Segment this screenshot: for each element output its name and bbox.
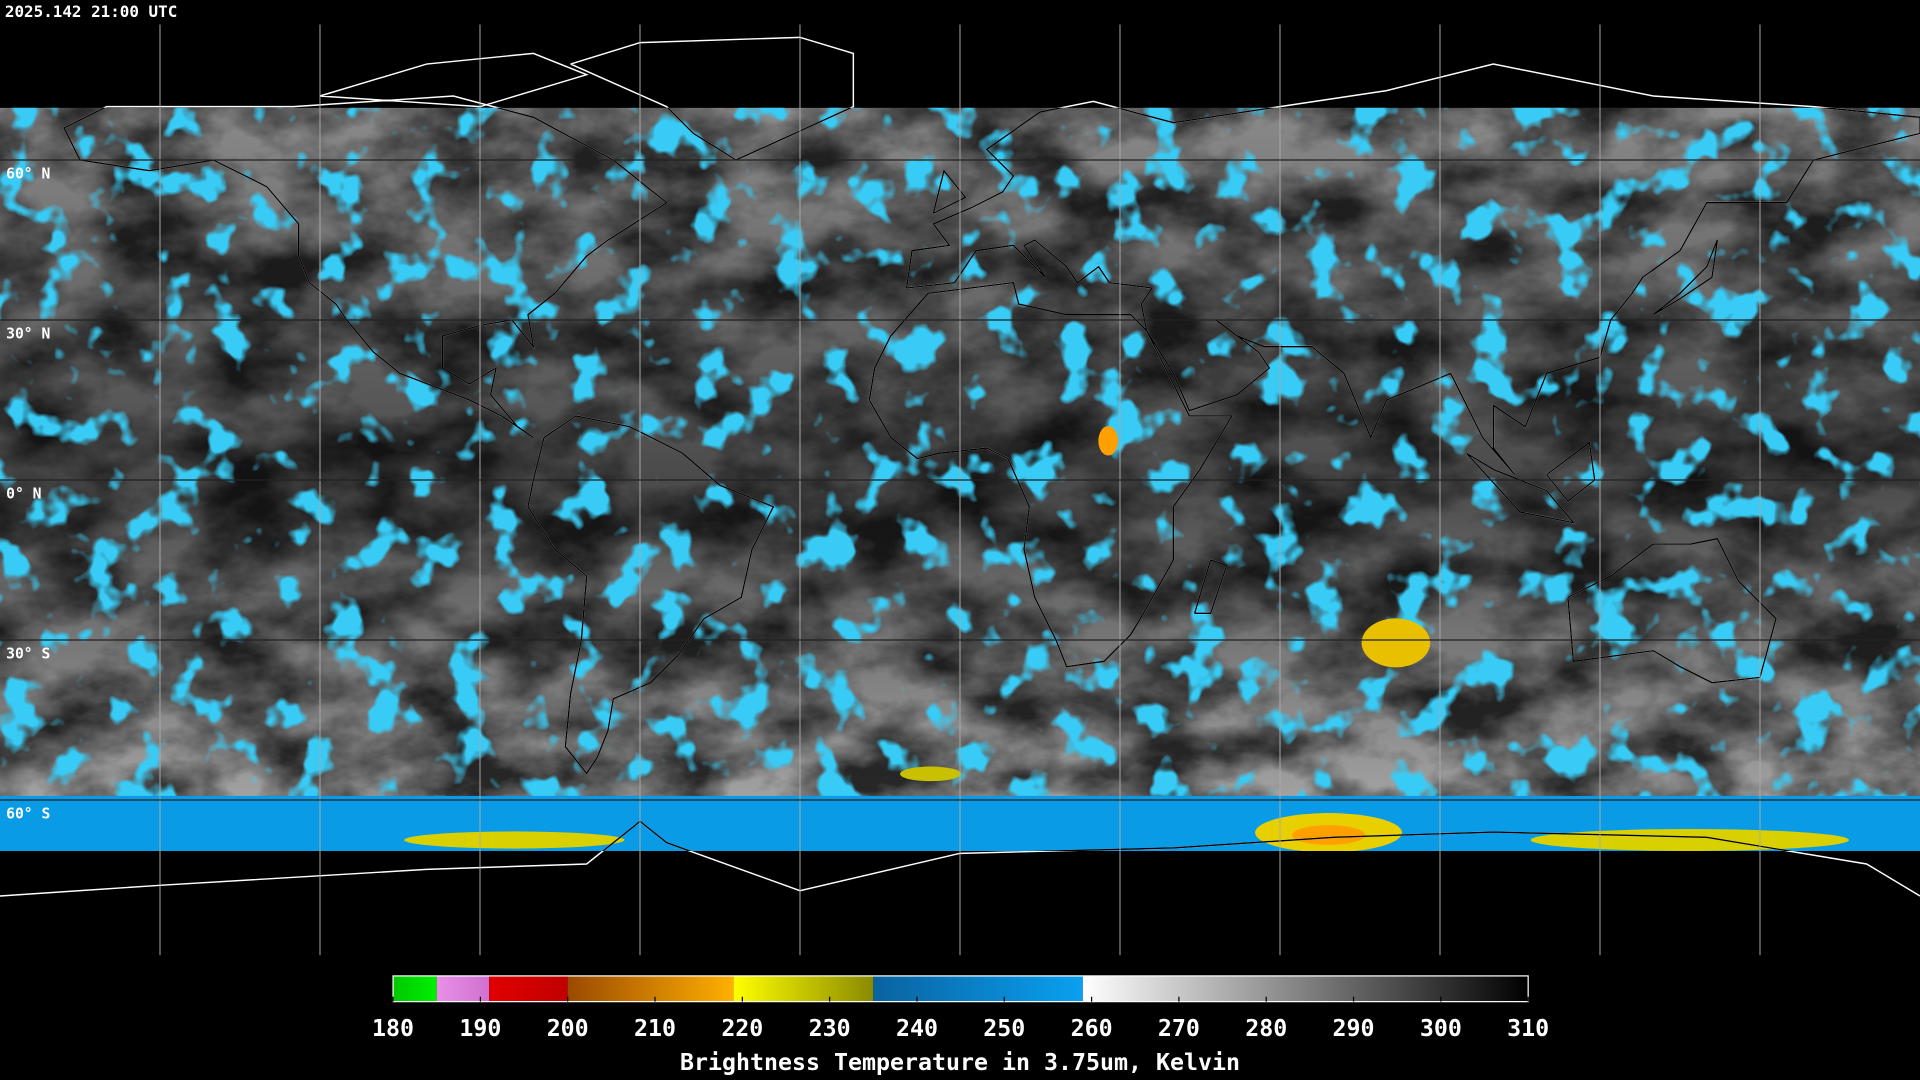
timestamp: 2025.142 21:00 UTC — [5, 2, 177, 21]
latitude-label: 0° N — [6, 485, 41, 502]
colorbar-tick-label: 250 — [983, 1015, 1025, 1042]
colorbar-segment — [567, 975, 734, 1002]
colorbar-tick-label: 180 — [372, 1015, 414, 1042]
colorbar-tick-label: 220 — [721, 1015, 763, 1042]
colorbar-segment — [436, 975, 490, 1002]
colorbar-tick-label: 270 — [1158, 1015, 1200, 1042]
colorbar-tick-label: 230 — [809, 1015, 851, 1042]
latitude-label: 60° N — [6, 165, 50, 182]
colorbar-segment — [489, 975, 568, 1002]
colorbar-tick-label: 260 — [1071, 1015, 1113, 1042]
colorbar-frame — [392, 975, 1529, 1003]
latitude-label: 60° S — [6, 805, 50, 822]
colorbar-tick-label: 240 — [896, 1015, 938, 1042]
colorbar-segment — [733, 975, 874, 1002]
colorbar-tick-label: 190 — [459, 1015, 501, 1042]
colorbar-tick-label: 280 — [1245, 1015, 1287, 1042]
colorbar-tick-label: 300 — [1420, 1015, 1462, 1042]
colorbar-segment — [1082, 975, 1529, 1002]
colorbar-tick-label: 310 — [1507, 1015, 1549, 1042]
latitude-label: 30° S — [6, 645, 50, 662]
colorbar-title: Brightness Temperature in 3.75um, Kelvin — [680, 1049, 1240, 1076]
graticule — [0, 24, 1920, 956]
latitude-labels: 60° N 30° N 0° N 30° S 60° S — [6, 165, 50, 822]
colorbar-segment — [873, 975, 1083, 1002]
colorbar-tick-label: 200 — [547, 1015, 589, 1042]
latitude-label: 30° N — [6, 325, 50, 342]
colorbar-tick-label: 290 — [1333, 1015, 1375, 1042]
colorbar-tick-label: 210 — [634, 1015, 676, 1042]
colorbar-segment — [393, 975, 437, 1002]
colorbar: 180 190 200 210 220 230 240 250 260 270 280 290 300 3… — [372, 975, 1549, 1042]
